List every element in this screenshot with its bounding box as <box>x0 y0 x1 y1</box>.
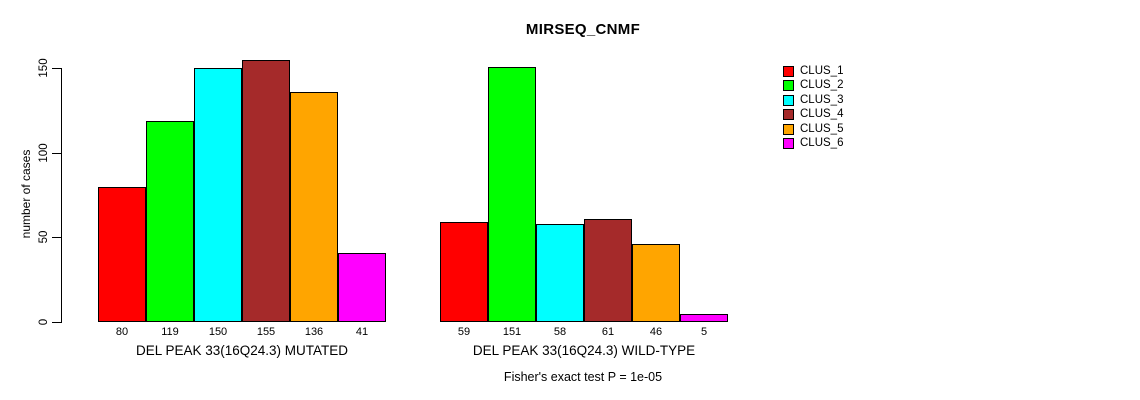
bar-value-label: 119 <box>161 326 179 338</box>
bar-CLUS_6 <box>338 253 386 322</box>
y-tick <box>52 322 62 323</box>
y-tick-label: 0 <box>38 318 50 326</box>
legend-label: CLUS_2 <box>800 79 844 91</box>
bar-CLUS_5 <box>632 244 680 322</box>
bar-CLUS_6 <box>680 314 728 322</box>
annotation-fisher-test: Fisher's exact test P = 1e-05 <box>503 370 663 384</box>
legend-label: CLUS_1 <box>800 64 844 77</box>
bar-value-label: 5 <box>700 326 708 338</box>
bar-CLUS_4 <box>584 219 632 322</box>
bar-CLUS_1 <box>440 222 488 322</box>
group-label: DEL PEAK 33(16Q24.3) WILD-TYPE <box>472 343 696 358</box>
y-axis-line <box>61 68 62 323</box>
bar-CLUS_2 <box>488 67 536 322</box>
group-label: DEL PEAK 33(16Q24.3) MUTATED <box>135 343 349 358</box>
bar-value-label: 59 <box>457 326 471 338</box>
y-tick-label: 50 <box>38 231 50 244</box>
legend-color-swatch <box>783 123 794 135</box>
legend-label: CLUS_5 <box>800 122 844 135</box>
y-tick <box>52 68 62 70</box>
bar-value-label: 61 <box>601 326 615 338</box>
y-tick <box>52 237 62 239</box>
legend-color-swatch <box>783 138 794 149</box>
bar-value-label: 155 <box>256 326 276 338</box>
bar-CLUS_3 <box>536 224 584 322</box>
legend-label: CLUS_6 <box>800 137 844 149</box>
y-tick-label: 100 <box>38 143 50 163</box>
legend-color-swatch <box>783 109 794 120</box>
legend-color-swatch <box>783 94 794 106</box>
bar-value-label: 46 <box>649 326 663 338</box>
y-tick <box>52 152 62 154</box>
bar-value-label: 151 <box>502 326 522 338</box>
bar-value-label: 136 <box>304 326 324 338</box>
bar-value-label: 80 <box>115 326 129 338</box>
bar-value-label: 58 <box>553 326 567 338</box>
bar-CLUS_1 <box>98 187 146 322</box>
legend-color-swatch <box>783 65 794 77</box>
bar-CLUS_5 <box>290 92 338 322</box>
bar-value-label: 41 <box>355 326 369 338</box>
chart-title: MIRSEQ_CNMF <box>525 21 641 38</box>
bar-CLUS_3 <box>194 68 242 322</box>
bar-CLUS_4 <box>242 60 290 322</box>
legend-label: CLUS_4 <box>800 108 844 120</box>
bar-value-label: 150 <box>208 326 228 338</box>
bar-CLUS_2 <box>146 121 194 322</box>
y-tick-label: 150 <box>38 58 50 78</box>
legend-color-swatch <box>783 80 794 91</box>
legend-label: CLUS_3 <box>800 93 844 106</box>
